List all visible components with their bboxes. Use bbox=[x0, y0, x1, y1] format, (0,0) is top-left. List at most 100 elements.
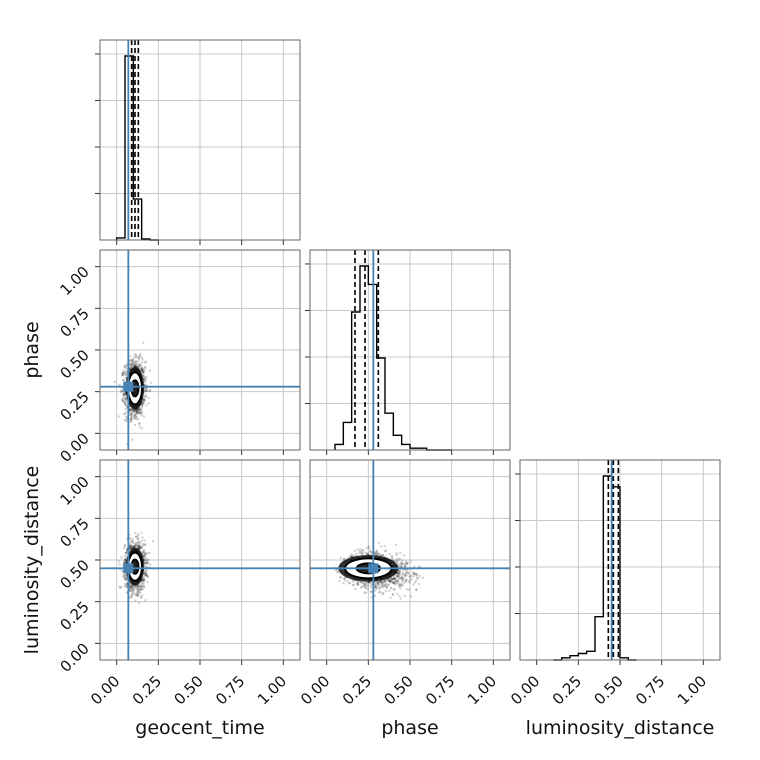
sample-point bbox=[131, 358, 135, 362]
sample-point bbox=[374, 582, 378, 586]
sample-point bbox=[362, 585, 365, 588]
x-tick-label: 0.75 bbox=[212, 672, 248, 708]
x-tick-label: 0.00 bbox=[87, 672, 123, 708]
sample-point bbox=[342, 577, 346, 580]
sample-point bbox=[360, 550, 363, 553]
sample-point bbox=[406, 561, 409, 565]
sample-point bbox=[140, 408, 143, 411]
sample-point bbox=[123, 577, 126, 580]
sample-point bbox=[129, 537, 132, 541]
sample-point bbox=[398, 557, 402, 560]
sample-point bbox=[148, 551, 151, 555]
sample-point bbox=[144, 553, 148, 556]
sample-point bbox=[144, 556, 148, 560]
sample-point bbox=[124, 415, 128, 418]
sample-point bbox=[415, 573, 418, 576]
sample-point bbox=[406, 561, 409, 564]
sample-point bbox=[129, 407, 132, 411]
sample-point bbox=[414, 572, 417, 575]
sample-point bbox=[125, 551, 128, 555]
sample-point bbox=[350, 555, 354, 558]
sample-point bbox=[383, 544, 386, 548]
sample-point bbox=[138, 425, 141, 428]
sample-point bbox=[402, 577, 405, 580]
sample-point bbox=[136, 545, 140, 549]
sample-point bbox=[140, 366, 143, 370]
sample-point bbox=[401, 568, 404, 572]
sample-point bbox=[400, 563, 404, 566]
sample-point bbox=[413, 565, 416, 569]
sample-point bbox=[385, 585, 388, 588]
sample-point bbox=[142, 577, 145, 580]
sample-point bbox=[139, 412, 142, 416]
sample-point bbox=[395, 553, 398, 557]
sample-point bbox=[384, 549, 387, 553]
sample-point bbox=[388, 552, 391, 556]
sample-point bbox=[140, 587, 143, 591]
sample-point bbox=[125, 400, 128, 403]
sample-point bbox=[375, 550, 378, 554]
sample-point bbox=[122, 371, 126, 374]
sample-point bbox=[139, 547, 142, 550]
sample-point bbox=[145, 561, 148, 564]
sample-point bbox=[124, 404, 127, 407]
sample-point bbox=[123, 400, 126, 404]
sample-point bbox=[130, 365, 133, 369]
sample-point bbox=[363, 582, 366, 586]
sample-point bbox=[391, 580, 394, 583]
sample-point bbox=[412, 573, 415, 576]
sample-point bbox=[367, 552, 370, 555]
sample-point bbox=[139, 545, 142, 548]
sample-point bbox=[141, 371, 145, 374]
sample-point bbox=[398, 564, 402, 568]
sample-point bbox=[143, 574, 147, 578]
sample-point bbox=[125, 585, 128, 588]
sample-point bbox=[129, 363, 132, 366]
sample-point bbox=[140, 367, 144, 371]
sample-point bbox=[377, 541, 380, 545]
sample-point bbox=[391, 581, 395, 585]
sample-point bbox=[402, 579, 405, 582]
sample-point bbox=[145, 395, 148, 399]
y-tick-label: 0.75 bbox=[56, 514, 92, 550]
sample-point bbox=[134, 593, 137, 597]
sample-point bbox=[123, 574, 126, 577]
sample-point bbox=[144, 599, 147, 602]
sample-point bbox=[377, 581, 380, 585]
sample-point bbox=[373, 553, 377, 556]
sample-point bbox=[387, 589, 391, 593]
sample-point bbox=[145, 551, 149, 555]
sample-point bbox=[130, 584, 134, 587]
sample-point bbox=[148, 369, 152, 372]
sample-point bbox=[400, 576, 403, 580]
sample-point bbox=[135, 409, 138, 413]
sample-point bbox=[142, 544, 145, 547]
sample-point bbox=[140, 585, 144, 588]
x-tick-label: 0.50 bbox=[170, 672, 206, 708]
sample-point bbox=[395, 560, 398, 563]
sample-point bbox=[364, 591, 368, 594]
sample-point bbox=[133, 362, 137, 366]
sample-point bbox=[136, 590, 140, 594]
sample-point bbox=[396, 580, 400, 584]
sample-point bbox=[357, 583, 360, 586]
sample-point bbox=[132, 365, 136, 368]
sample-point bbox=[392, 581, 395, 584]
sample-point bbox=[389, 580, 392, 584]
sample-point bbox=[404, 563, 408, 566]
sample-point bbox=[374, 586, 377, 590]
sample-point bbox=[414, 579, 418, 583]
sample-point bbox=[138, 547, 141, 551]
sample-point bbox=[140, 368, 144, 372]
sample-point bbox=[137, 546, 140, 549]
sample-point bbox=[405, 579, 408, 583]
sample-point bbox=[123, 418, 127, 422]
sample-point bbox=[128, 546, 132, 550]
sample-point bbox=[136, 584, 140, 588]
sample-point bbox=[130, 409, 133, 412]
sample-point bbox=[139, 546, 143, 549]
sample-point bbox=[392, 577, 395, 581]
sample-point bbox=[133, 585, 137, 588]
sample-point bbox=[145, 559, 149, 562]
sample-point bbox=[145, 376, 148, 379]
